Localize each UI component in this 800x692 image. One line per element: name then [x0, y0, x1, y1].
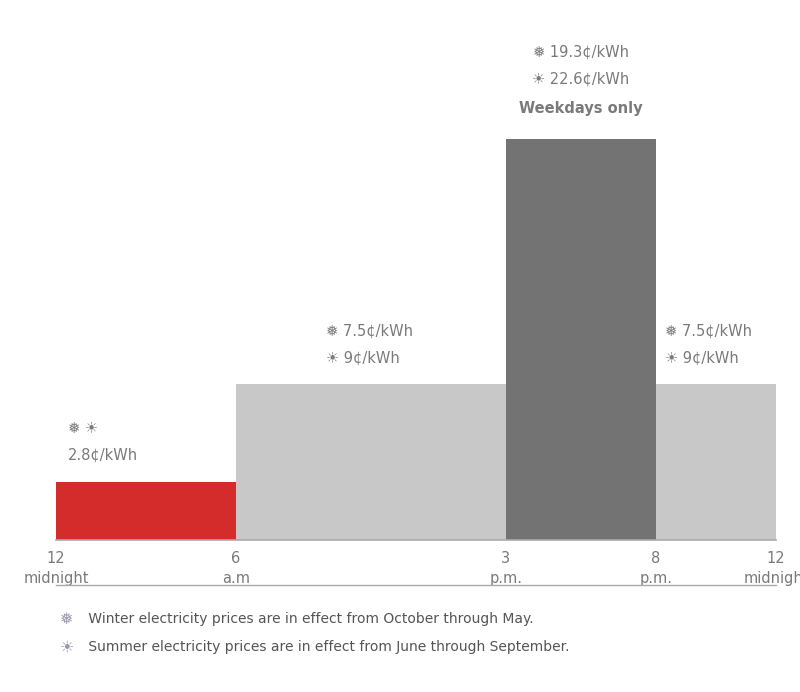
Bar: [656, 384, 776, 540]
Text: Summer electricity prices are in effect from June through September.: Summer electricity prices are in effect …: [84, 640, 570, 654]
Text: ❅ 7.5¢/kWh: ❅ 7.5¢/kWh: [665, 323, 752, 338]
Text: ❅ 7.5¢/kWh: ❅ 7.5¢/kWh: [326, 323, 413, 338]
Bar: [56, 482, 236, 540]
Bar: [236, 384, 506, 540]
Text: 2.8¢/kWh: 2.8¢/kWh: [68, 448, 138, 463]
Text: Winter electricity prices are in effect from October through May.: Winter electricity prices are in effect …: [84, 612, 534, 626]
Text: ❅: ❅: [60, 612, 74, 627]
Text: Weekdays only: Weekdays only: [519, 101, 643, 116]
Text: ❅ 19.3¢/kWh: ❅ 19.3¢/kWh: [533, 45, 629, 60]
Text: ☀ 9¢/kWh: ☀ 9¢/kWh: [326, 350, 400, 365]
Text: ☀: ☀: [60, 639, 74, 655]
Text: ☀ 9¢/kWh: ☀ 9¢/kWh: [665, 350, 738, 365]
Text: ☀ 22.6¢/kWh: ☀ 22.6¢/kWh: [532, 72, 630, 87]
Text: ❅ ☀: ❅ ☀: [68, 421, 98, 436]
Bar: [506, 139, 656, 540]
